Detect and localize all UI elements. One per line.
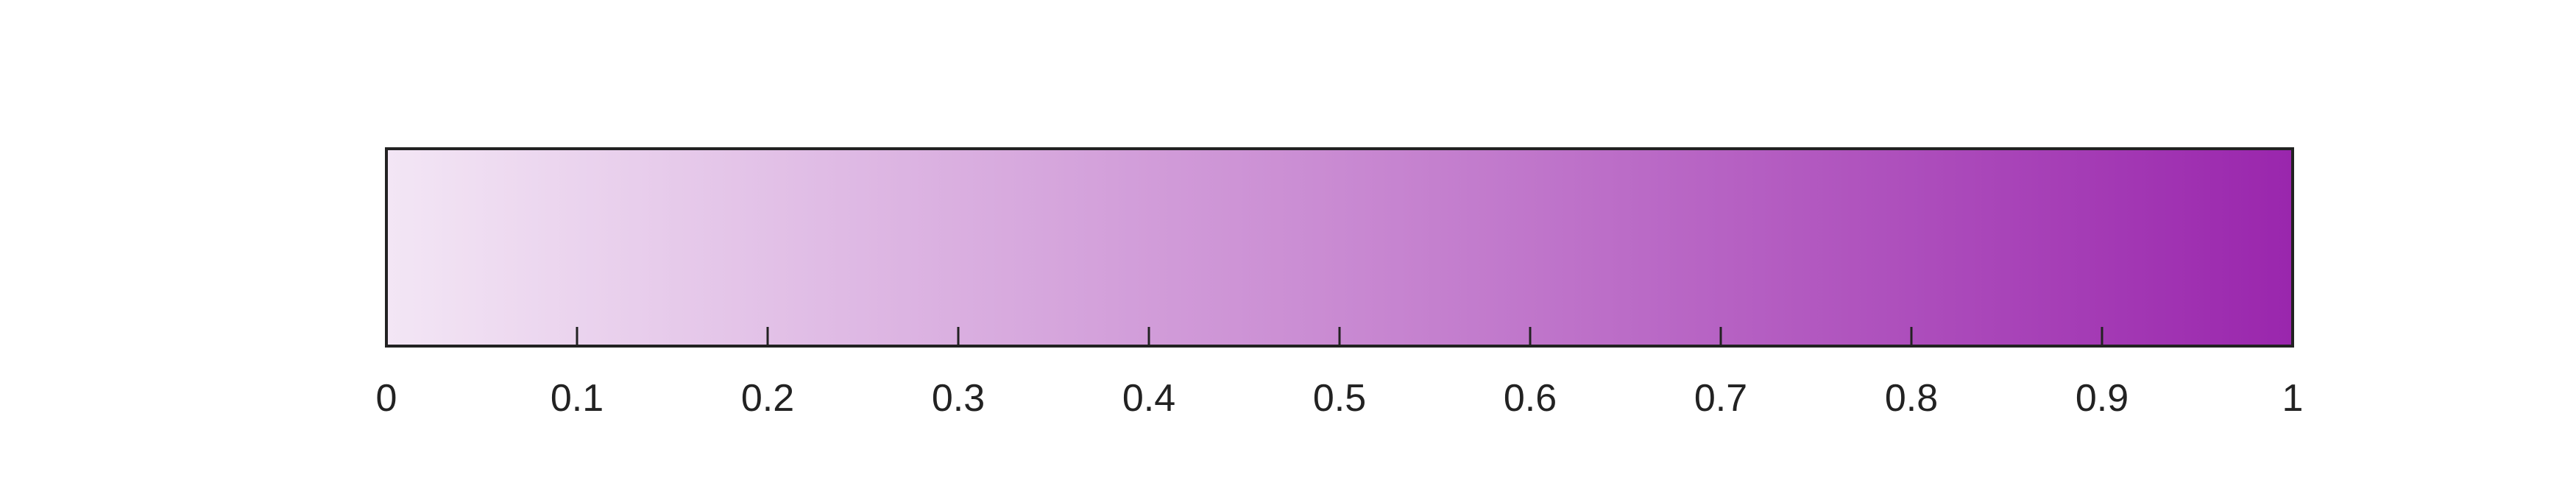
colorbar-tick-label: 0.1 <box>551 377 604 420</box>
colorbar-tick-label: 0.5 <box>1313 377 1366 420</box>
colorbar-gradient <box>386 149 2293 346</box>
colorbar-ticks <box>576 327 2103 346</box>
colorbar-tick-label: 0.8 <box>1885 377 1938 420</box>
colorbar-tick-label: 0.9 <box>2076 377 2129 420</box>
colorbar-tick-label: 0.7 <box>1694 377 1747 420</box>
colorbar-tick-label: 0.6 <box>1504 377 1557 420</box>
colorbar-tick-labels: 0 0.1 0.2 0.3 0.4 0.5 0.6 0.7 0.8 0.9 1 <box>376 377 2304 420</box>
colorbar-tick-label: 0.4 <box>1122 377 1175 420</box>
colorbar-tick-label: 0 <box>376 377 397 420</box>
colorbar-tick-label: 1 <box>2282 377 2304 420</box>
colorbar-tick-label: 0.3 <box>932 377 985 420</box>
colorbar-frame <box>385 147 2294 348</box>
colorbar-tick-label: 0.2 <box>741 377 794 420</box>
